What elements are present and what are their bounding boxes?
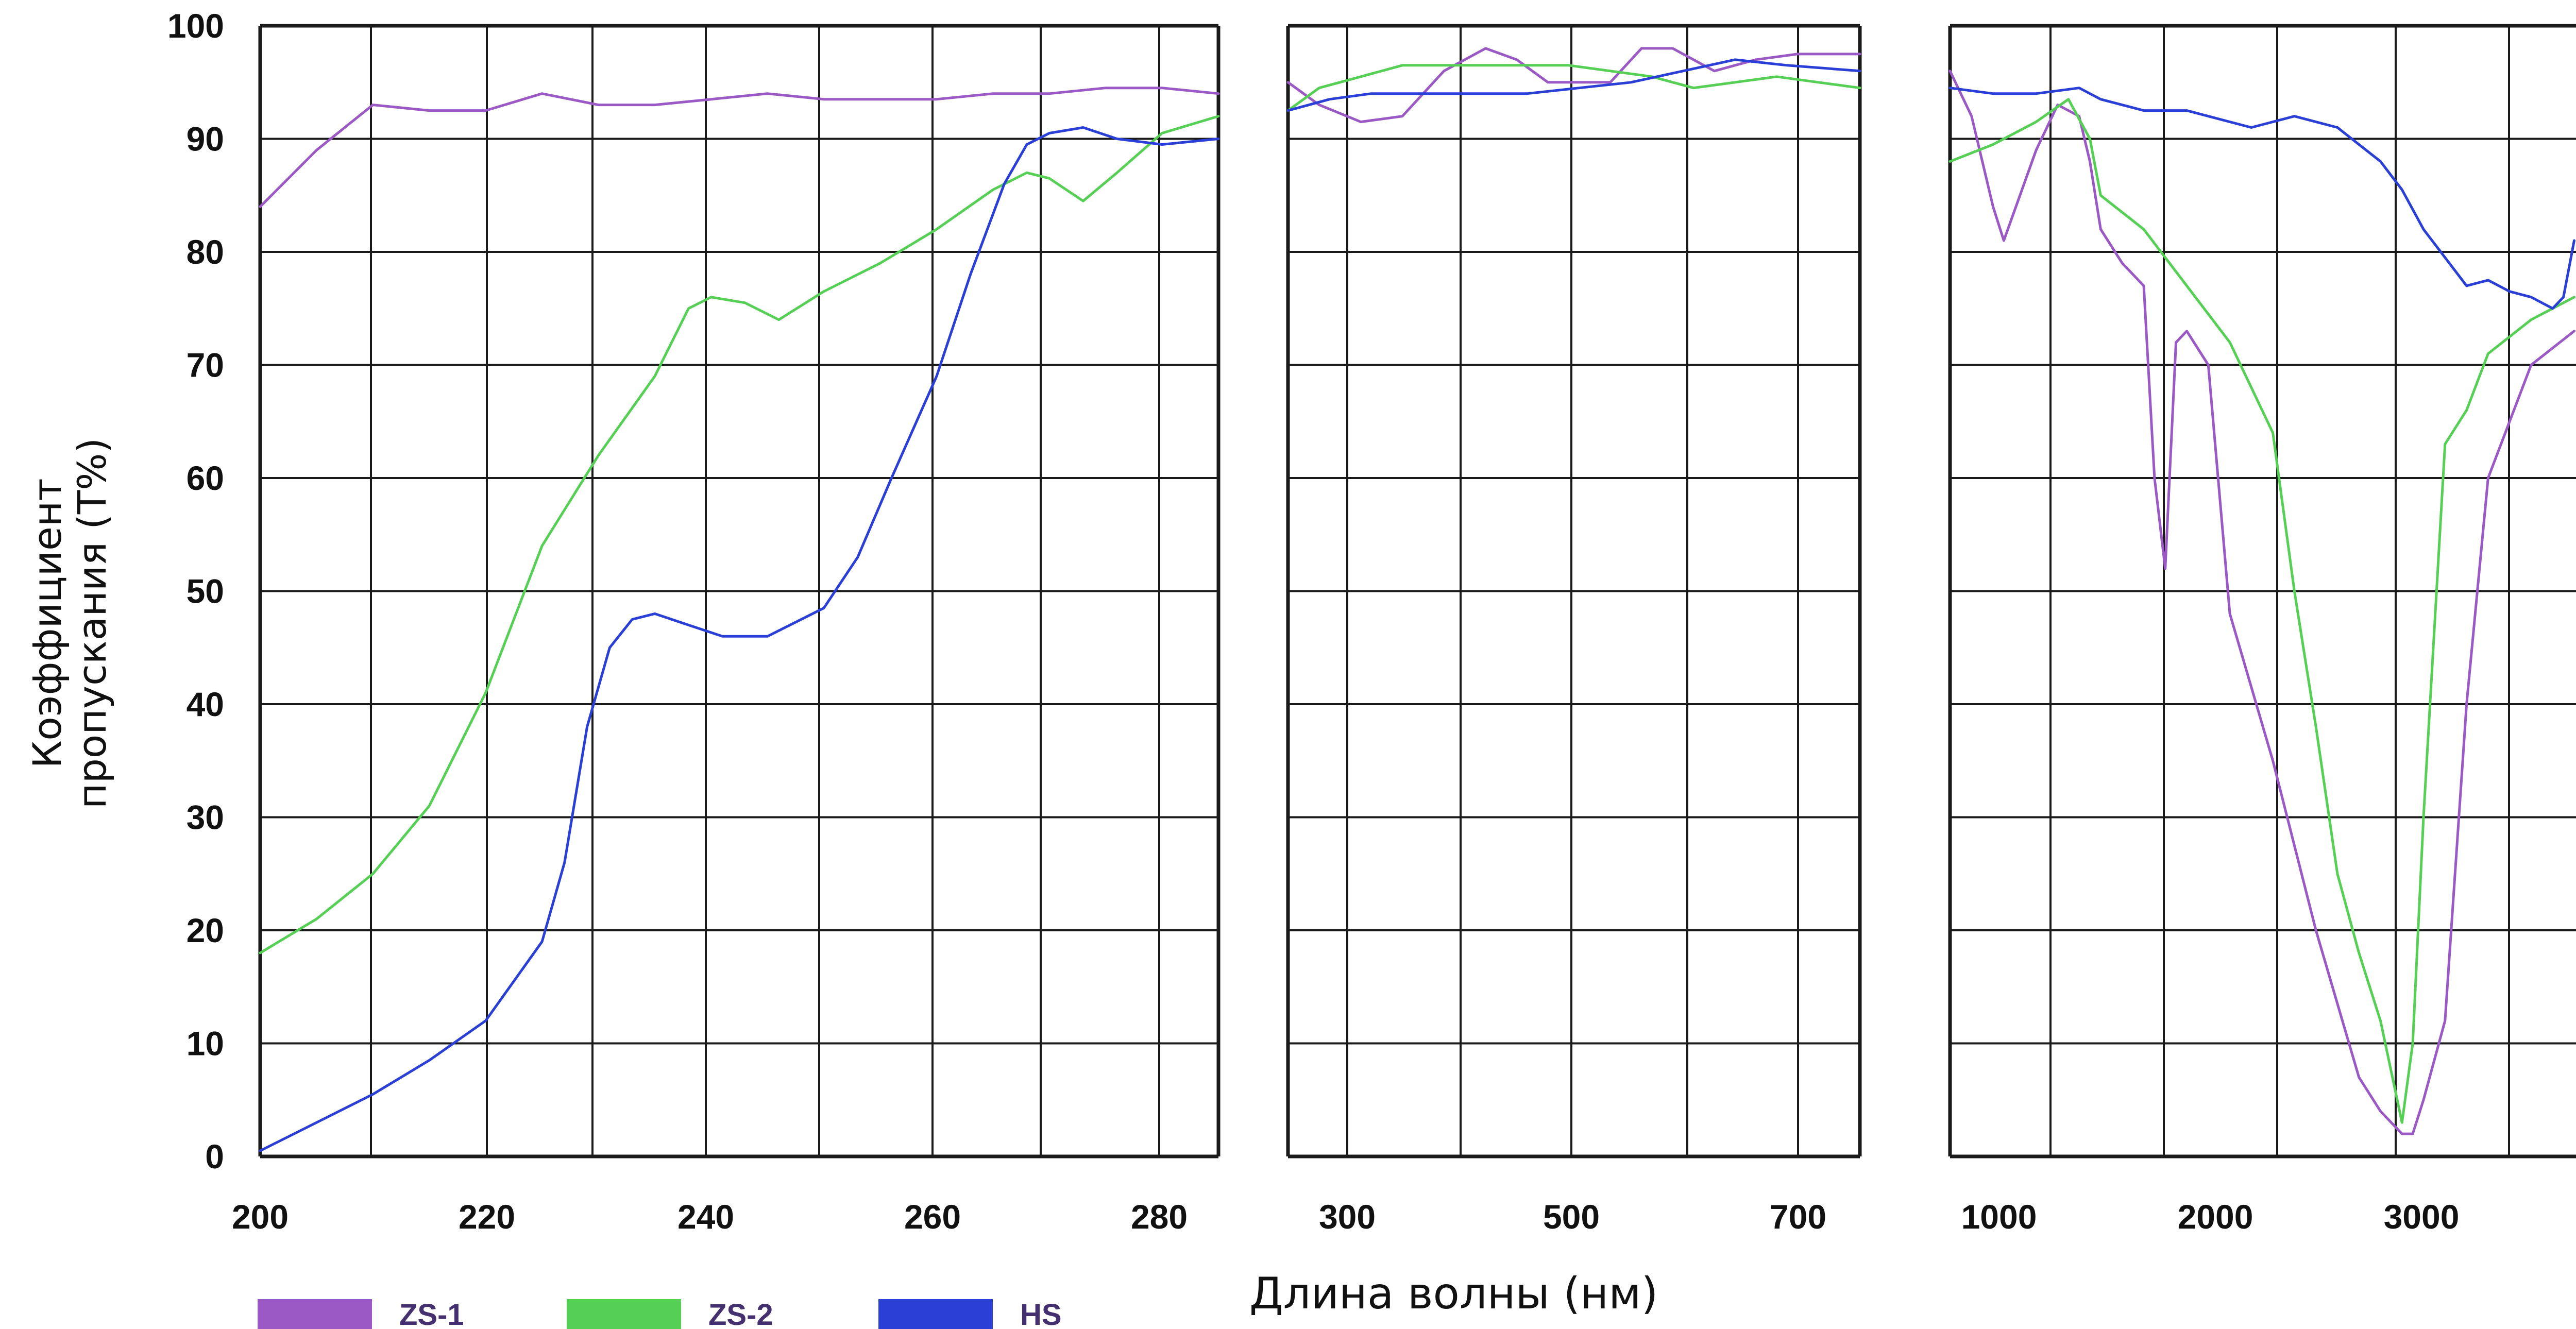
series-line-zs-2 xyxy=(1286,64,1861,112)
panel-2 xyxy=(1286,24,1862,1158)
panel-1-series xyxy=(259,87,1220,1152)
panel-2-series xyxy=(1286,47,1861,124)
y-tick-label: 70 xyxy=(187,346,224,384)
legend-item-zs-2: ZS-2 xyxy=(567,1298,773,1329)
y-tick-label: 0 xyxy=(205,1137,224,1175)
legend-swatch xyxy=(258,1299,372,1329)
x-tick-labels: 2002202402602803005007001000200030004000 xyxy=(232,1198,2460,1236)
x-tick-label: 280 xyxy=(1131,1198,1188,1236)
series-line-zs-1 xyxy=(1286,47,1861,124)
series-line-zs-2 xyxy=(259,115,1220,955)
panel-3-series xyxy=(1948,70,2575,1135)
series-line-zs-2 xyxy=(1948,98,2575,1124)
legend-item-zs-1: ZS-1 xyxy=(258,1298,464,1329)
grid-layer xyxy=(258,24,2576,1158)
x-tick-label: 220 xyxy=(459,1198,515,1236)
series-line-zs-1 xyxy=(259,87,1220,208)
x-tick-label: 1000 xyxy=(1961,1198,2037,1236)
x-tick-label: 500 xyxy=(1543,1198,1600,1236)
y-tick-label: 20 xyxy=(187,911,224,949)
x-tick-label: 260 xyxy=(904,1198,961,1236)
series-line-hs xyxy=(259,126,1220,1152)
legend-swatch xyxy=(878,1299,993,1329)
legend-item-hs: HS xyxy=(878,1298,1062,1329)
legend-label: HS xyxy=(1020,1298,1062,1329)
y-tick-label: 10 xyxy=(187,1025,224,1063)
y-axis-label-line-1: Коэффициент xyxy=(24,478,70,768)
series-layer xyxy=(259,47,2575,1152)
series-line-hs xyxy=(1948,87,2575,310)
y-tick-label: 80 xyxy=(187,233,224,271)
y-tick-label: 40 xyxy=(187,685,224,723)
y-tick-label: 90 xyxy=(187,120,224,158)
legend-label: ZS-1 xyxy=(399,1298,464,1329)
series-line-hs xyxy=(1286,58,1861,112)
x-axis-label: Длина волны (нм) xyxy=(1249,1268,1658,1319)
x-tick-label: 3000 xyxy=(2384,1198,2460,1236)
series-line-zs-1 xyxy=(1948,70,2575,1135)
x-tick-label: 2000 xyxy=(2178,1198,2253,1236)
y-tick-label: 100 xyxy=(167,7,224,45)
panel-3 xyxy=(1948,24,2576,1158)
y-tick-label: 60 xyxy=(187,459,224,497)
legend: ZS-1 ZS-2 HS xyxy=(258,1298,1062,1329)
legend-swatch xyxy=(567,1299,681,1329)
x-tick-label: 300 xyxy=(1319,1198,1376,1236)
y-tick-labels: 0 10 20 30 40 50 60 70 80 90 100 xyxy=(167,7,224,1175)
panel-1 xyxy=(258,24,1221,1158)
legend-label: ZS-2 xyxy=(708,1298,773,1329)
y-tick-label: 30 xyxy=(187,798,224,837)
x-tick-label: 200 xyxy=(232,1198,289,1236)
x-tick-label: 700 xyxy=(1770,1198,1826,1236)
y-axis-label-line-2: пропускания (T%) xyxy=(69,438,115,809)
x-tick-label: 240 xyxy=(677,1198,734,1236)
y-tick-label: 50 xyxy=(187,572,224,610)
